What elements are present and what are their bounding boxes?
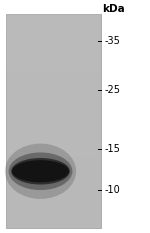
Bar bbox=[6, 214, 100, 221]
Bar bbox=[6, 28, 100, 35]
Bar bbox=[6, 86, 100, 93]
Text: -15: -15 bbox=[105, 144, 121, 154]
Ellipse shape bbox=[5, 144, 76, 199]
Bar bbox=[6, 221, 100, 228]
Bar bbox=[6, 178, 100, 185]
Bar bbox=[6, 121, 100, 128]
Bar bbox=[6, 207, 100, 214]
Bar bbox=[6, 21, 100, 28]
Bar bbox=[6, 14, 100, 228]
Ellipse shape bbox=[11, 158, 70, 185]
Bar bbox=[6, 71, 100, 78]
Bar bbox=[6, 57, 100, 64]
Bar bbox=[6, 143, 100, 150]
Ellipse shape bbox=[12, 160, 69, 182]
Bar bbox=[6, 93, 100, 100]
Bar bbox=[6, 78, 100, 86]
Bar bbox=[6, 193, 100, 200]
Bar bbox=[6, 171, 100, 178]
Bar bbox=[6, 14, 100, 21]
Bar bbox=[6, 150, 100, 157]
Bar bbox=[6, 185, 100, 193]
Bar bbox=[6, 43, 100, 50]
Text: -25: -25 bbox=[105, 85, 121, 95]
Bar bbox=[6, 100, 100, 107]
Bar bbox=[6, 107, 100, 114]
Text: -10: -10 bbox=[105, 185, 121, 195]
Ellipse shape bbox=[9, 152, 72, 190]
Bar bbox=[6, 35, 100, 43]
Bar bbox=[6, 200, 100, 207]
Bar bbox=[6, 64, 100, 71]
Text: -35: -35 bbox=[105, 36, 121, 46]
Bar bbox=[6, 135, 100, 143]
Bar bbox=[6, 50, 100, 57]
Bar bbox=[6, 128, 100, 135]
Bar bbox=[6, 164, 100, 171]
Text: kDa: kDa bbox=[102, 4, 125, 14]
Bar bbox=[6, 157, 100, 164]
Bar bbox=[6, 114, 100, 121]
